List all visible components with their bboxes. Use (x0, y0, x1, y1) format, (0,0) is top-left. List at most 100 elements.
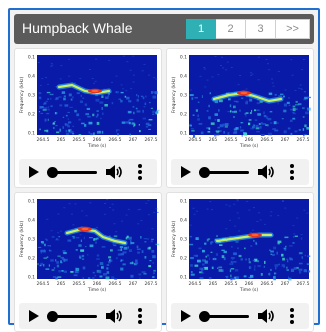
noise-speck (290, 59, 293, 61)
noise-layer (37, 199, 160, 280)
seek-bar[interactable] (51, 171, 97, 174)
noise-speck (296, 266, 299, 269)
noise-speck (52, 122, 55, 124)
volume-icon[interactable] (257, 164, 275, 180)
noise-speck (195, 237, 199, 240)
noise-speck (106, 199, 109, 201)
noise-speck (53, 267, 56, 269)
noise-speck (233, 131, 238, 134)
noise-speck (114, 278, 118, 280)
audio-player-2 (171, 159, 309, 185)
noise-speck (293, 267, 297, 270)
page-button-3[interactable]: 3 (246, 19, 276, 39)
noise-speck (244, 258, 248, 261)
more-vert-icon[interactable] (289, 308, 295, 324)
seek-bar[interactable] (51, 315, 97, 318)
noise-speck (99, 101, 104, 104)
noise-speck (303, 91, 306, 93)
noise-speck (136, 98, 139, 102)
noise-speck (98, 270, 102, 274)
noise-speck (55, 86, 58, 88)
noise-speck (306, 107, 311, 111)
noise-speck (79, 77, 82, 79)
seek-bar[interactable] (203, 171, 249, 174)
seek-thumb[interactable] (47, 311, 58, 322)
more-vert-icon[interactable] (137, 308, 143, 324)
noise-speck (304, 96, 308, 100)
noise-speck (120, 99, 123, 103)
more-vert-icon[interactable] (289, 164, 295, 180)
noise-speck (138, 273, 142, 276)
noise-speck (258, 212, 260, 214)
noise-speck (132, 81, 135, 83)
seek-thumb[interactable] (47, 167, 58, 178)
noise-speck (43, 263, 45, 267)
noise-speck (105, 96, 109, 99)
noise-speck (231, 111, 235, 113)
noise-speck (113, 223, 116, 225)
noise-speck (106, 267, 109, 270)
volume-icon[interactable] (257, 308, 275, 324)
x-tick-label: 267 (129, 281, 138, 287)
noise-speck (216, 235, 218, 237)
seek-bar[interactable] (203, 315, 249, 318)
y-tick-label: 0.4 (28, 74, 35, 80)
noise-speck (248, 209, 251, 211)
y-tick-label: 0.1 (28, 55, 35, 61)
noise-speck (95, 98, 100, 102)
noise-speck (59, 128, 61, 132)
play-icon[interactable] (181, 310, 191, 322)
noise-speck (101, 130, 104, 134)
y-tick-label: 0.2 (28, 112, 35, 118)
noise-speck (208, 104, 210, 108)
noise-speck (141, 70, 144, 72)
noise-speck (241, 134, 243, 137)
noise-speck (49, 93, 54, 96)
x-tick-label: 266 (93, 281, 102, 287)
noise-speck (256, 221, 259, 222)
more-vert-icon[interactable] (137, 164, 143, 180)
noise-speck (80, 94, 82, 97)
y-axis-label: Frequency (kHz) (19, 76, 25, 113)
page-button-1[interactable]: 1 (186, 19, 216, 39)
noise-speck (230, 67, 233, 68)
noise-speck (82, 266, 86, 270)
noise-speck (76, 92, 80, 95)
noise-speck (70, 98, 73, 101)
noise-speck (218, 269, 223, 272)
noise-speck (48, 264, 50, 267)
noise-speck (75, 267, 77, 271)
noise-speck (79, 256, 82, 259)
seek-thumb[interactable] (199, 311, 210, 322)
clip-card-2: 0.1 0.4 0.3 0.2 0.1 264.5 265 265.5 266 266.5 267 2… (166, 48, 314, 188)
volume-icon[interactable] (105, 308, 123, 324)
play-icon[interactable] (181, 166, 191, 178)
noise-speck (150, 107, 153, 109)
volume-icon[interactable] (105, 164, 123, 180)
noise-speck (270, 122, 273, 124)
spectrogram-plot (189, 199, 311, 281)
spectrogram-plot (37, 55, 160, 136)
noise-speck (56, 261, 59, 264)
noise-speck (96, 269, 101, 273)
seek-thumb[interactable] (199, 167, 210, 178)
noise-speck (67, 118, 69, 120)
noise-speck (283, 109, 287, 113)
noise-speck (258, 123, 261, 125)
noise-speck (94, 80, 97, 82)
noise-speck (307, 96, 311, 99)
noise-speck (207, 131, 211, 133)
noise-speck (148, 246, 151, 250)
noise-speck (130, 88, 133, 90)
noise-speck (65, 114, 68, 117)
noise-speck (117, 133, 119, 136)
noise-speck (85, 215, 88, 217)
noise-speck (230, 268, 235, 270)
next-pages-button[interactable]: >> (276, 19, 310, 39)
page-button-2[interactable]: 2 (216, 19, 246, 39)
play-icon[interactable] (29, 166, 39, 178)
panel-title: Humpback Whale (22, 20, 133, 36)
noise-speck (120, 248, 123, 251)
play-icon[interactable] (29, 310, 39, 322)
